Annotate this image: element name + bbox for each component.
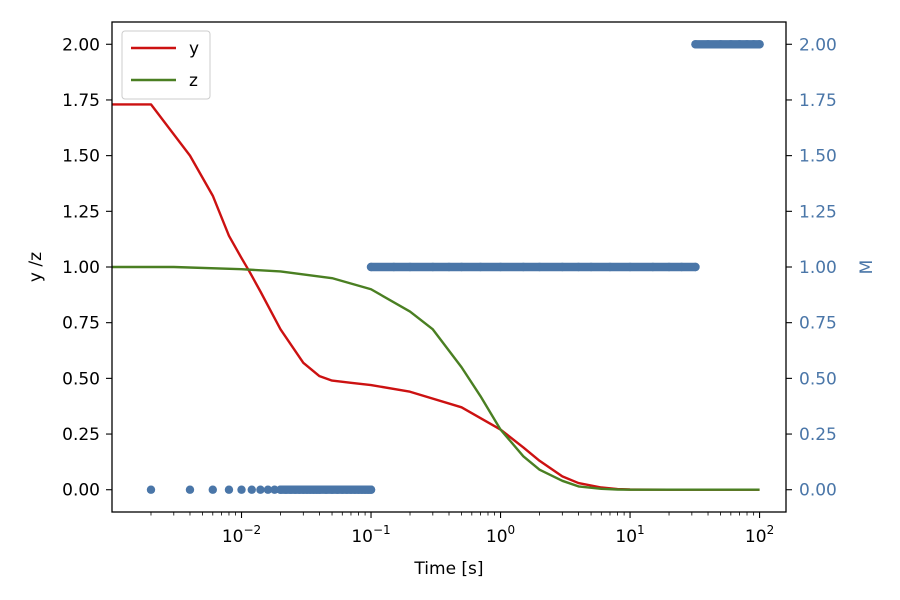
y-right-tick-label-2: 0.50 [799,369,837,389]
y-right-tick-label-3: 0.75 [799,314,837,334]
legend: y z [121,30,211,100]
x-axis: 10−2 10−1 100 101 102 [150,512,774,547]
y-left-tick-label-0: 0.00 [62,481,100,501]
point-M-2 [208,485,217,494]
y-left-tick-label-8: 2.00 [62,35,100,55]
point-M-0 [146,485,156,494]
x-axis-label: Time [s] [413,559,483,579]
x-tick-label-0: 10−2 [222,523,261,547]
x-tick-label-4: 102 [745,523,774,547]
point-M-4 [237,485,246,494]
point-M-7 [263,485,273,494]
y-axis-right-label: M [857,260,877,275]
y-left-tick-label-6: 1.50 [62,147,100,167]
y-right-tick-label-5: 1.25 [799,202,837,222]
x-tick-label-2: 100 [486,523,515,547]
y-left-tick-label-1: 0.25 [62,425,100,445]
y-left-tick-label-2: 0.50 [62,369,100,389]
y-left-tick-label-4: 1.00 [62,258,100,278]
x-tick-label-3: 101 [615,523,644,547]
y-right-tick-label-8: 2.00 [799,35,837,55]
y-right-tick-label-0: 0.00 [799,481,837,501]
point-M-8 [270,485,279,494]
legend-label-y: y [189,39,199,59]
y-right-tick-label-7: 1.75 [799,91,837,111]
y-right-tick-label-4: 1.00 [799,258,837,278]
y-right-tick-label-1: 0.25 [799,425,837,445]
y-left-tick-label-3: 0.75 [62,314,100,334]
y-axis-left: 0.00 0.25 0.50 0.75 1.00 1.25 1.50 1.75 2.00 [62,35,112,501]
y-right-tick-label-6: 1.50 [799,147,837,167]
y-left-tick-label-5: 1.25 [62,202,100,222]
y-axis-left-label: y /z [26,252,46,282]
x-tick-label-1: 10−1 [351,523,390,547]
y-axis-right: 0.00 0.25 0.50 0.75 1.00 1.25 1.50 1.75 2.00 [786,35,837,501]
point-M-5 [247,485,256,494]
series-z-line [112,265,760,491]
y-left-tick-label-7: 1.75 [62,91,100,111]
series-layer [112,40,764,494]
point-M-1 [185,485,195,494]
legend-label-z: z [189,71,198,91]
series-M-points [146,40,764,494]
point-M-3 [224,485,234,494]
point-M-6 [256,485,265,494]
